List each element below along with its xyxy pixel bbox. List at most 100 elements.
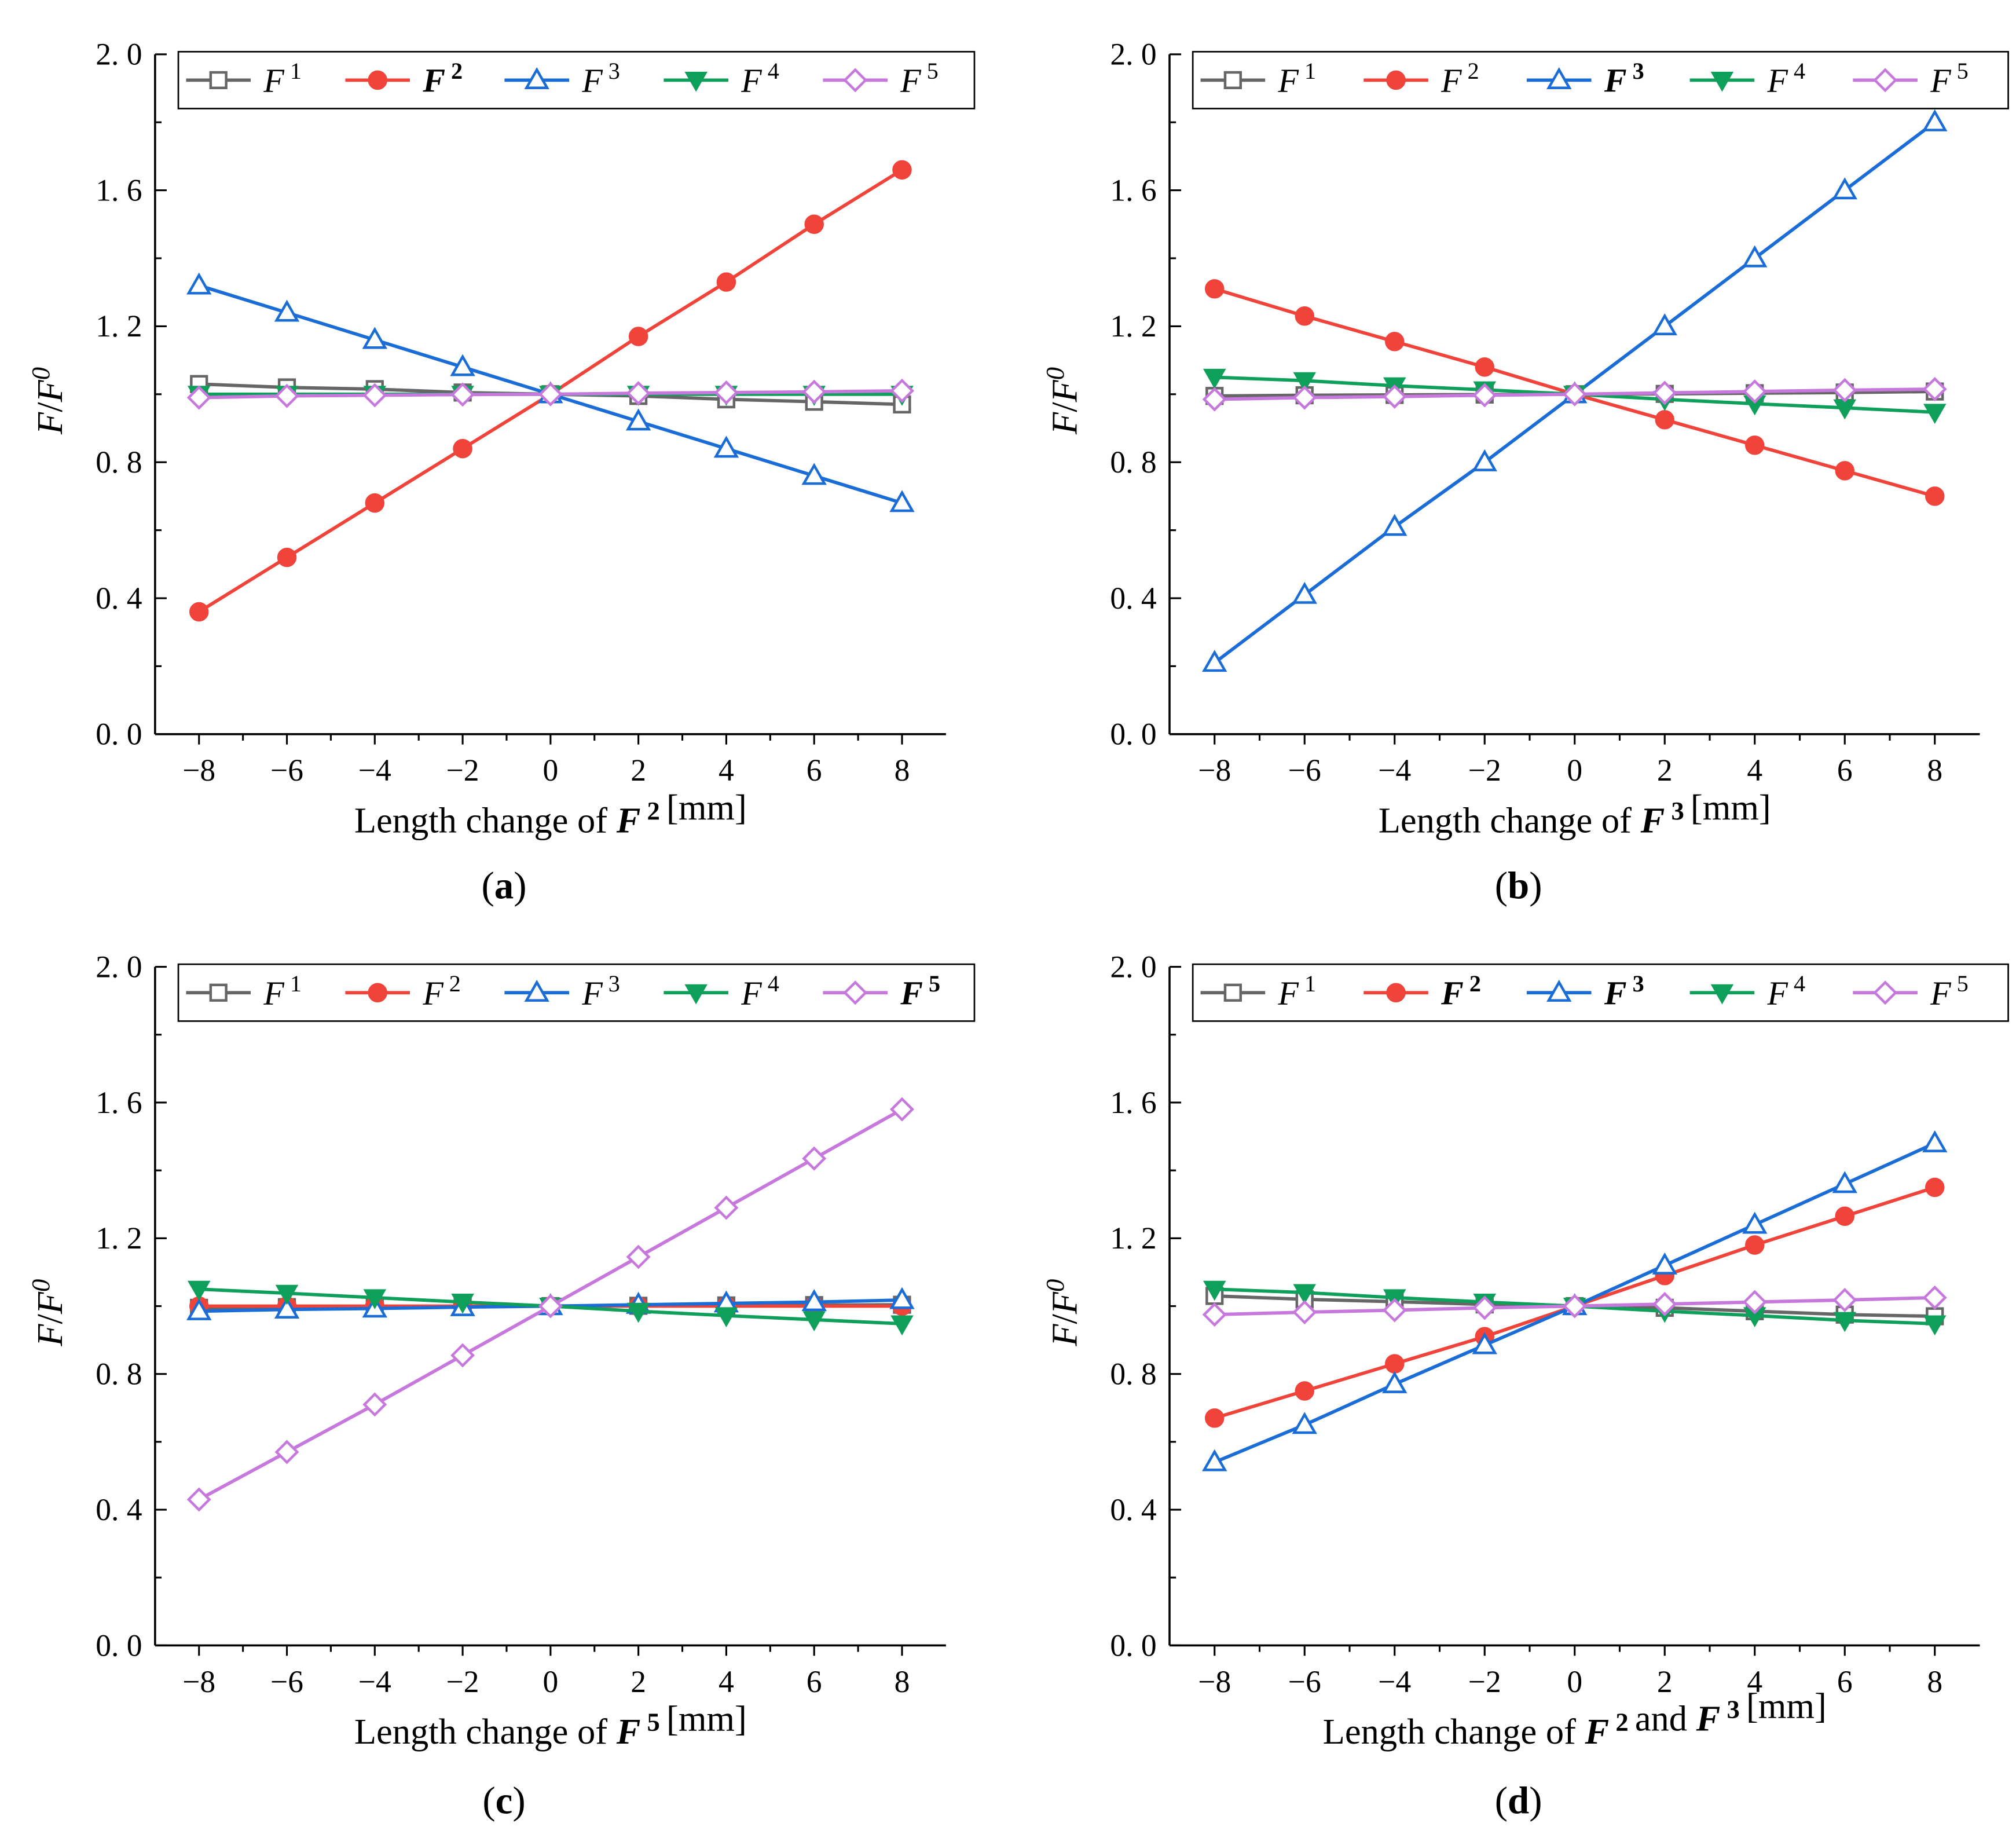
- legend-marker: [1223, 71, 1242, 90]
- x-tick-label: −6: [1288, 753, 1321, 788]
- legend-label: F 4: [1767, 58, 1806, 99]
- legend-marker: [1873, 980, 1898, 1005]
- legend-marker: [684, 71, 708, 92]
- data-point-f3: [713, 435, 739, 458]
- data-point-f5: [714, 380, 739, 405]
- x-axis-label: Length change of F 2 and F 3 [mm]: [1323, 1685, 1827, 1752]
- data-point-f3: [1832, 177, 1857, 200]
- y-axis-label: F/F0: [26, 367, 70, 435]
- y-tick-label: 1. 2: [1110, 1221, 1156, 1255]
- data-point-f5: [802, 1146, 827, 1171]
- legend-label: F 3: [581, 58, 620, 99]
- legend-label: F 2: [1440, 58, 1479, 99]
- data-point-f2: [1835, 1206, 1854, 1226]
- x-tick-label: 0: [1567, 1664, 1582, 1699]
- legend-marker: [1546, 979, 1572, 1002]
- data-point-f4: [1833, 1312, 1857, 1332]
- y-tick-label: 0. 4: [96, 581, 142, 616]
- panel-caption: (d): [1495, 1780, 1542, 1822]
- y-tick-label: 0. 0: [1110, 1628, 1156, 1663]
- legend-label: F 5: [900, 58, 939, 99]
- y-tick-label: 0. 4: [96, 1492, 142, 1527]
- series-f5: [1202, 1285, 1947, 1327]
- data-point-f2: [1745, 435, 1765, 455]
- legend-label: F 1: [1277, 58, 1316, 99]
- y-tick-label: 1. 2: [96, 309, 142, 343]
- data-point-f5: [626, 1244, 651, 1269]
- data-point-f5: [1922, 1285, 1947, 1310]
- data-point-f2: [716, 272, 736, 292]
- x-tick-label: −8: [1198, 753, 1231, 788]
- data-point-f2: [1835, 461, 1854, 481]
- y-tick-label: 0. 0: [96, 1628, 142, 1663]
- x-tick-label: 4: [719, 753, 734, 788]
- data-point-f3: [450, 354, 475, 376]
- data-point-f5: [1472, 1295, 1497, 1320]
- data-point-f4: [275, 1284, 299, 1305]
- chart-panel-3: 0. 0 0. 4 0. 8 1. 2 1. 6 2. 0 −8 −6 −4 −2 0 2 4 6 8 Len…: [26, 949, 976, 1822]
- data-point-f2: [1205, 279, 1225, 299]
- x-tick-label: 6: [1837, 1664, 1853, 1699]
- x-tick-label: −2: [446, 1664, 479, 1699]
- legend-marker: [368, 983, 387, 1002]
- legend-marker: [1386, 70, 1406, 90]
- data-point-f2: [189, 602, 209, 622]
- legend-item-f2: F 2: [345, 971, 461, 1012]
- legend-marker: [1873, 68, 1898, 93]
- legend-item-f1: F 1: [1200, 971, 1316, 1012]
- data-point-f3: [274, 1297, 300, 1319]
- y-tick-label: 1. 6: [1110, 1085, 1156, 1120]
- data-point-f3: [625, 408, 651, 431]
- y-tick-label: 2. 0: [1110, 949, 1156, 984]
- legend-label: F 4: [1767, 971, 1806, 1012]
- data-point-f3: [1922, 109, 1948, 131]
- x-tick-label: 0: [543, 1664, 558, 1699]
- y-tick-label: 0. 4: [1110, 1492, 1156, 1527]
- x-tick-label: 0: [543, 753, 558, 788]
- y-axis-label: F/F0: [26, 1279, 70, 1347]
- legend-item-f4: F 4: [664, 58, 779, 99]
- y-tick-label: 1. 2: [1110, 309, 1156, 343]
- data-point-f3: [1202, 650, 1227, 672]
- legend-item-f2: F 2: [1363, 971, 1481, 1012]
- data-point-f4: [1923, 404, 1947, 424]
- data-point-f5: [186, 385, 211, 410]
- x-tick-label: 2: [1657, 1664, 1673, 1699]
- legend-label: F 5: [1930, 58, 1969, 99]
- chart-panel-1: 0. 0 0. 4 0. 8 1. 2 1. 6 2. 0 −8 −6 −4 −2 0 2 4 6 8 Len…: [26, 37, 976, 907]
- data-point-f3: [1382, 514, 1407, 536]
- data-point-f3: [1832, 1171, 1857, 1193]
- x-tick-label: 6: [807, 753, 822, 788]
- y-tick-label: 0. 8: [1110, 445, 1156, 479]
- y-tick-label: 2. 0: [1110, 37, 1156, 72]
- data-point-f2: [1205, 1408, 1225, 1428]
- y-tick-label: 0. 8: [1110, 1357, 1156, 1392]
- data-point-f5: [538, 382, 563, 407]
- legend-marker: [1710, 71, 1734, 92]
- legend-item-f1: F 1: [1200, 58, 1316, 99]
- legend-marker: [209, 983, 228, 1002]
- legend-marker: [684, 984, 708, 1005]
- data-point-f2: [1925, 486, 1945, 506]
- legend-label: F 1: [263, 58, 302, 99]
- data-point-f5: [889, 378, 914, 403]
- panel-caption: (b): [1495, 864, 1542, 907]
- data-point-f5: [626, 381, 651, 406]
- x-tick-label: 4: [1747, 753, 1762, 788]
- legend-item-f1: F 1: [186, 58, 302, 99]
- data-point-f2: [1745, 1235, 1765, 1255]
- data-point-f3: [274, 299, 300, 322]
- x-tick-label: −6: [270, 1664, 303, 1699]
- legend-marker: [1386, 983, 1406, 1002]
- x-tick-label: −6: [1288, 1664, 1321, 1699]
- x-tick-label: 2: [1657, 753, 1673, 788]
- data-point-f5: [450, 1343, 475, 1368]
- data-point-f4: [1203, 368, 1226, 389]
- data-point-f3: [1922, 1130, 1948, 1152]
- legend-marker: [1546, 67, 1572, 90]
- x-tick-label: −2: [1468, 753, 1501, 788]
- legend-item-f5: F 5: [1853, 58, 1969, 99]
- data-point-f5: [1382, 1298, 1407, 1323]
- data-point-f5: [1202, 1302, 1227, 1327]
- legend-marker: [209, 71, 228, 90]
